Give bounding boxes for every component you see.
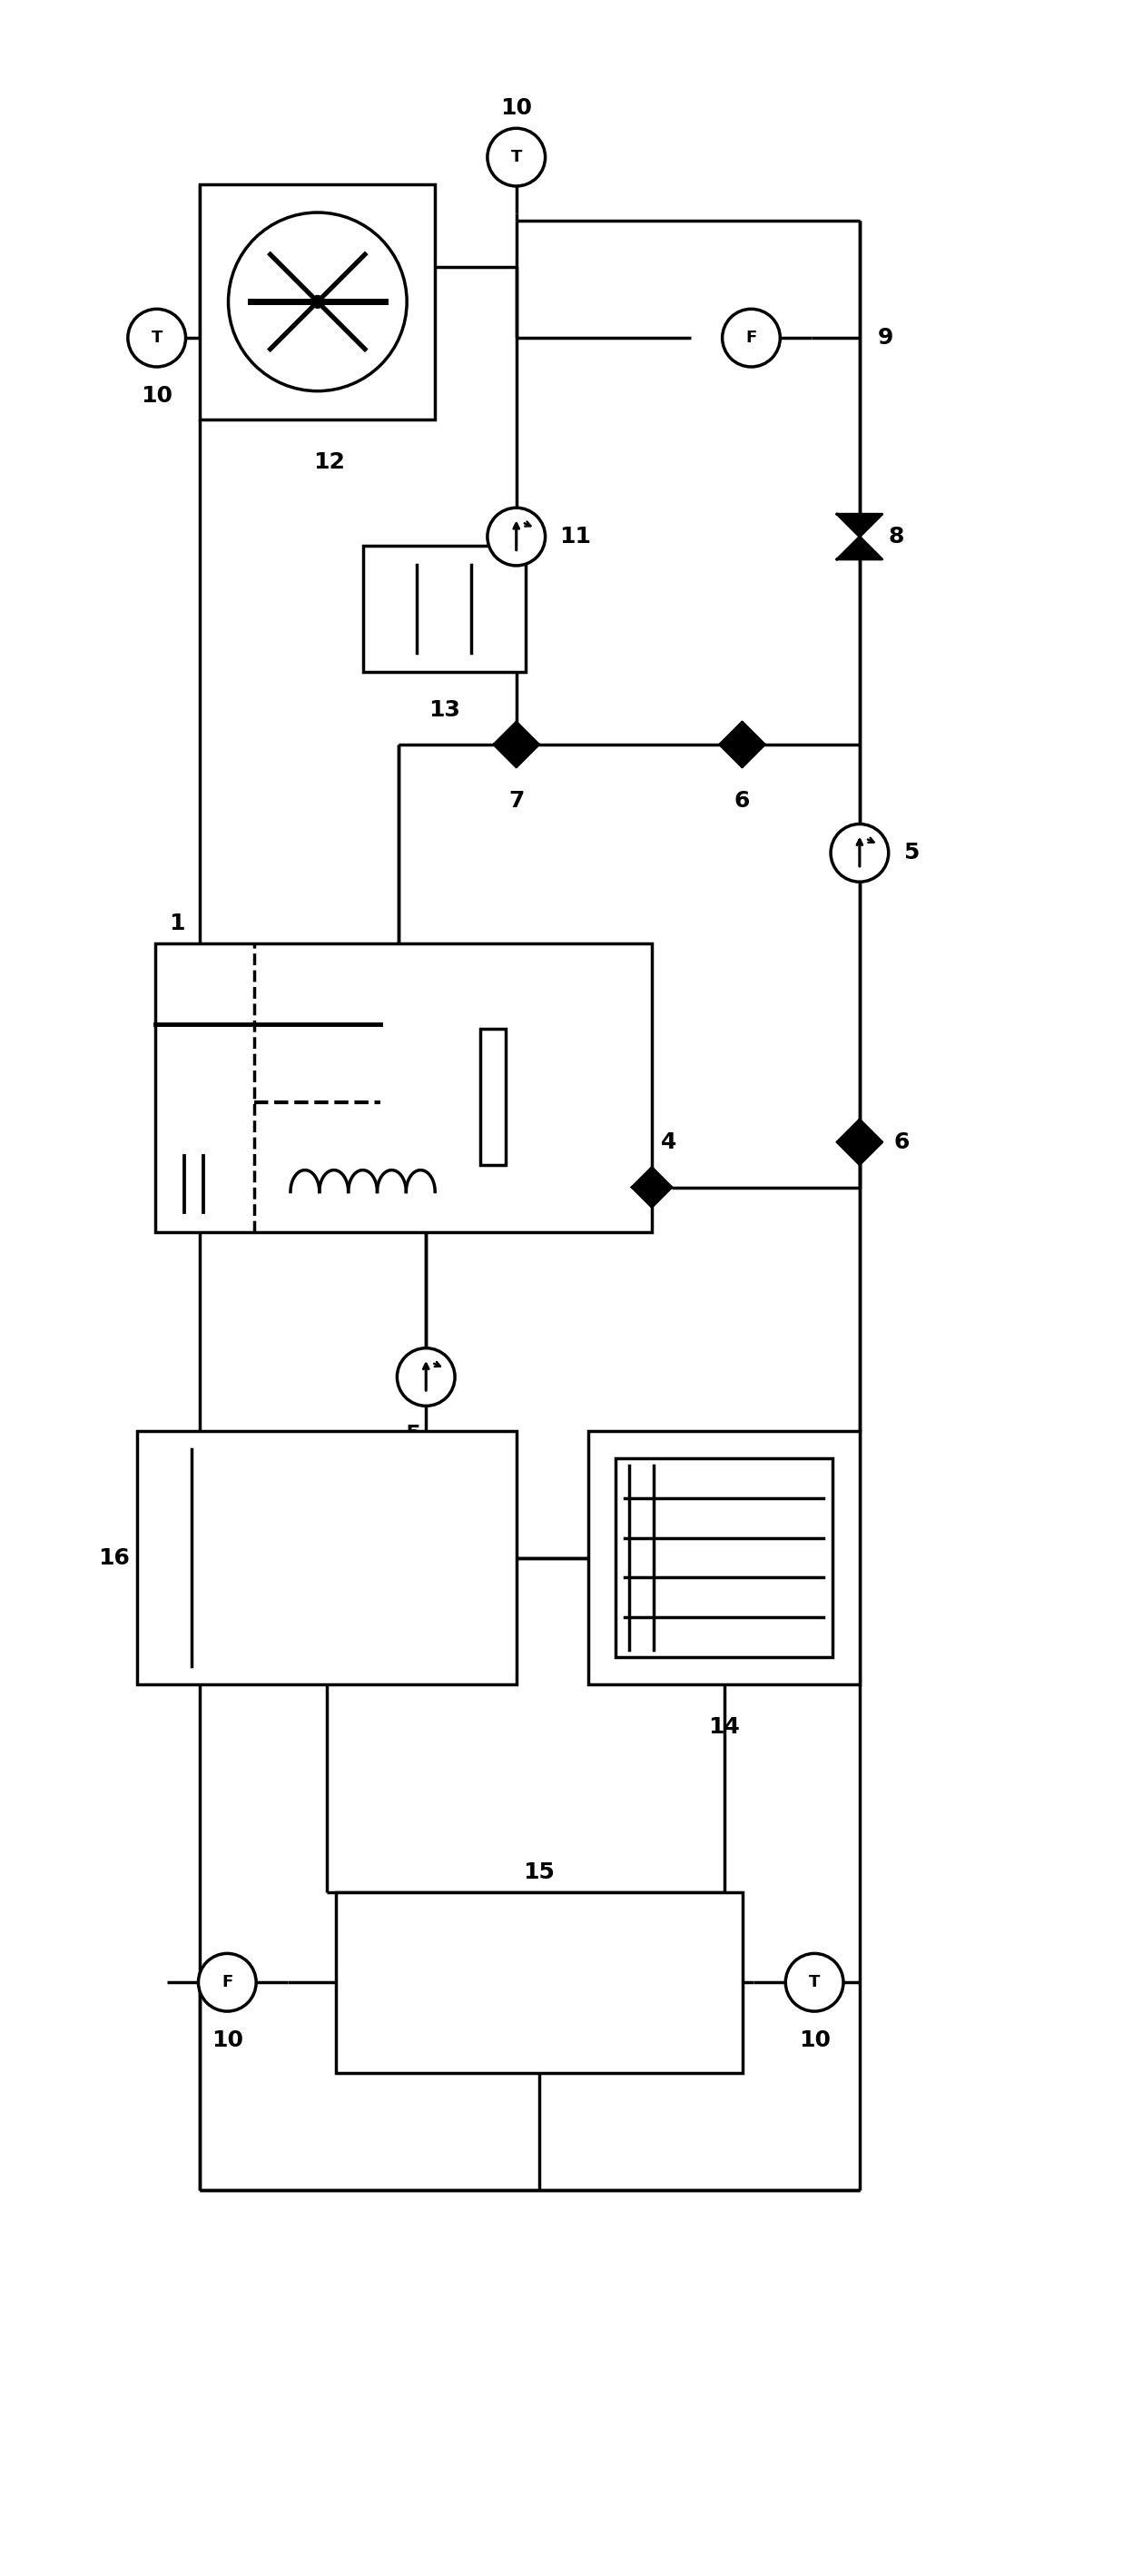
Text: 15: 15 [523,1862,555,1883]
Text: 10: 10 [798,2030,830,2050]
Polygon shape [837,1121,883,1141]
Polygon shape [837,536,883,559]
Text: 9: 9 [878,327,894,348]
Text: 8: 8 [888,526,904,549]
Text: 3: 3 [517,1087,532,1108]
Bar [481,1030,505,1164]
Polygon shape [720,721,742,768]
Text: 10: 10 [211,2030,244,2050]
Bar [200,185,435,420]
Bar [155,943,651,1231]
Text: 6: 6 [734,791,750,811]
Circle shape [398,1347,455,1406]
Text: 12: 12 [313,451,345,471]
Polygon shape [651,1167,672,1208]
Text: 11: 11 [559,526,592,549]
Text: 2: 2 [262,1195,277,1218]
Text: T: T [809,1973,820,1991]
Polygon shape [517,721,539,768]
Polygon shape [494,721,517,768]
Text: 10: 10 [140,384,173,407]
Text: 13: 13 [428,698,460,721]
Circle shape [487,129,546,185]
Text: 5: 5 [903,842,919,863]
Text: 14: 14 [709,1716,740,1739]
Text: 4: 4 [660,1131,677,1154]
Text: T: T [511,149,522,165]
Text: T: T [152,330,163,345]
Circle shape [487,507,546,567]
Text: 16: 16 [98,1546,129,1569]
Polygon shape [742,721,765,768]
Polygon shape [837,1141,883,1164]
Circle shape [128,309,185,366]
Text: F: F [221,1973,232,1991]
Polygon shape [837,515,883,536]
Bar [588,1432,859,1685]
Text: 1: 1 [168,912,184,935]
Bar [615,1458,832,1656]
Circle shape [786,1953,843,2012]
Text: 7: 7 [509,791,524,811]
Text: F: F [746,330,757,345]
Circle shape [722,309,780,366]
Bar [363,546,526,672]
Text: 2: 2 [621,1461,637,1484]
Bar [137,1432,517,1685]
Polygon shape [632,1167,651,1208]
Circle shape [199,1953,256,2012]
Text: 5: 5 [404,1425,420,1445]
Circle shape [831,824,888,881]
Circle shape [228,211,407,392]
Bar [336,1891,742,2074]
Text: 10: 10 [501,98,532,118]
Text: 6: 6 [894,1131,910,1154]
Circle shape [311,296,323,309]
